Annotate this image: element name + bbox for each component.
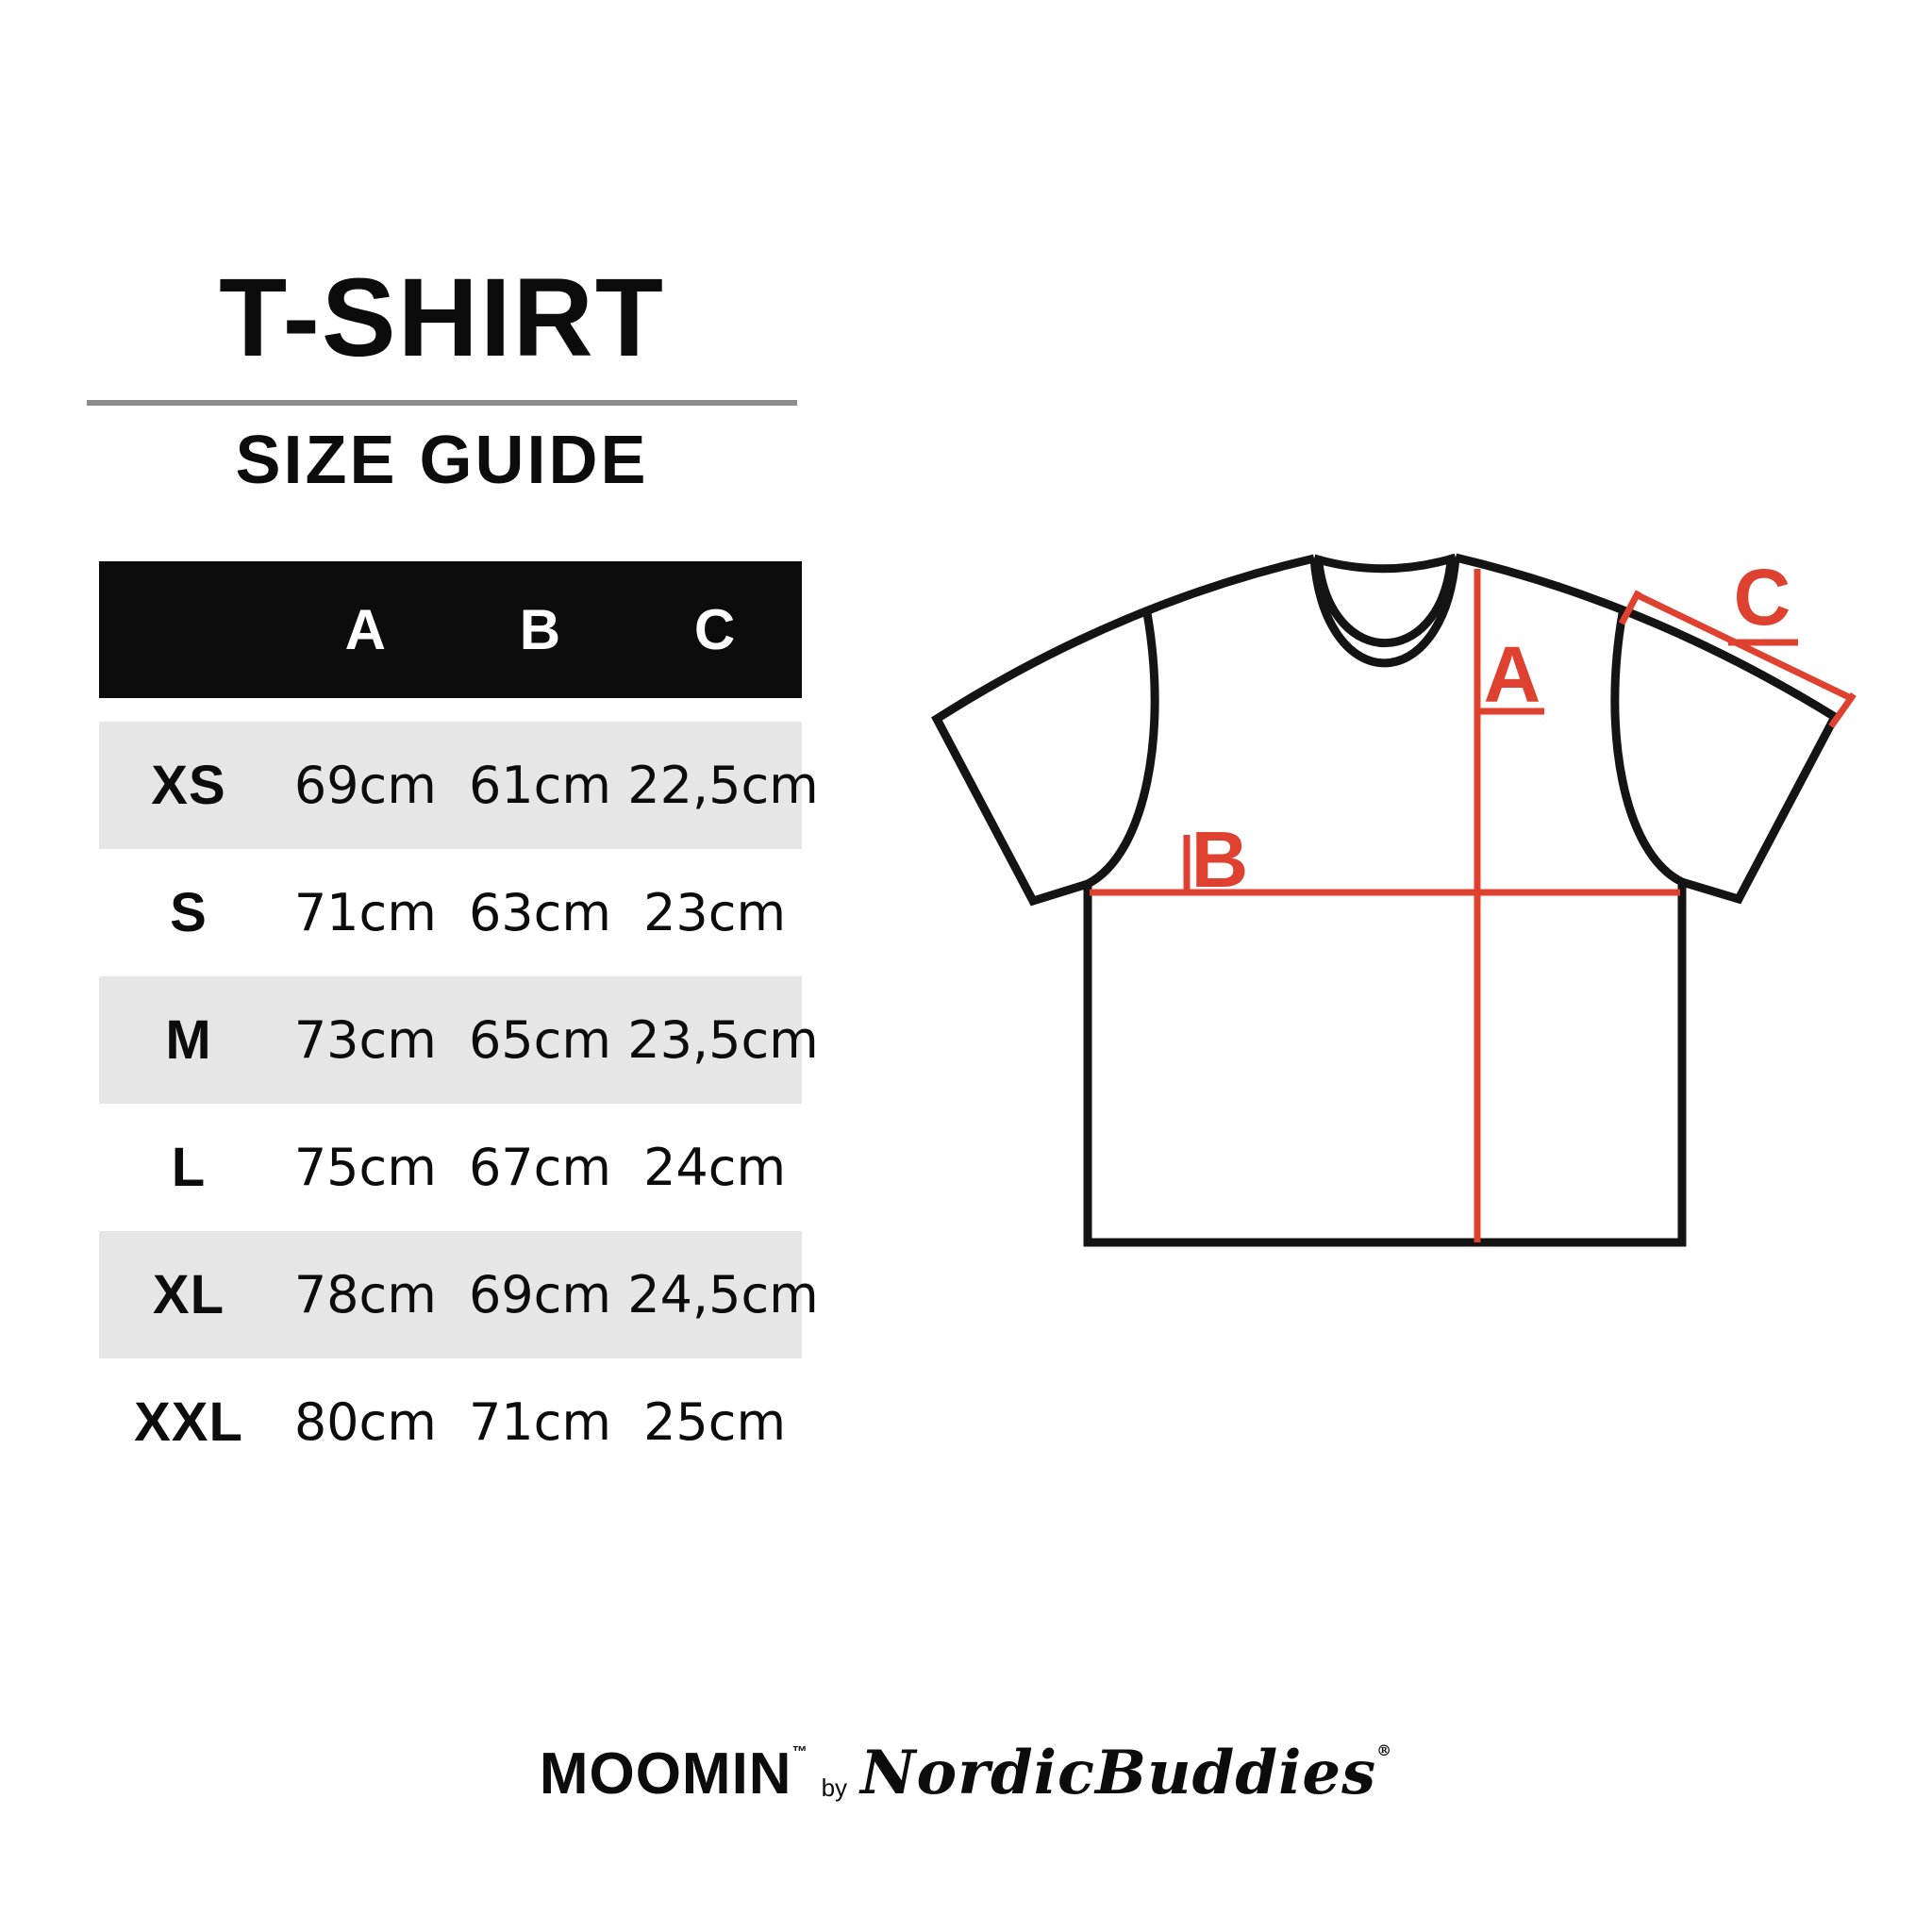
size-row-s: S 71cm 63cm 23cm — [99, 849, 802, 976]
value-a: 73cm — [293, 1010, 437, 1070]
size-label: M — [165, 1009, 212, 1071]
tshirt-measurement-diagram: A B C — [931, 553, 1857, 1247]
measure-tick-c-end — [1828, 691, 1857, 729]
value-b: 63cm — [468, 883, 611, 942]
nordicbuddies-logo: NordicBuddies® — [860, 1743, 1392, 1804]
registered-mark: ® — [1376, 1741, 1393, 1759]
size-label: L — [171, 1137, 207, 1198]
value-b: 71cm — [468, 1392, 611, 1452]
by-text: by — [821, 1774, 848, 1802]
value-b: 69cm — [468, 1265, 611, 1324]
size-row-xxl: XXL 80cm 71cm 25cm — [99, 1358, 802, 1486]
moomin-logo: MOOMIN™ — [540, 1745, 808, 1804]
title-divider — [87, 400, 797, 406]
value-c: 23cm — [643, 883, 787, 942]
size-row-l: L 75cm 67cm 24cm — [99, 1104, 802, 1231]
column-header-a: A — [344, 598, 387, 661]
measure-label-c: C — [1734, 553, 1791, 641]
value-a: 75cm — [293, 1138, 437, 1197]
value-a: 69cm — [293, 756, 437, 815]
size-label: S — [170, 882, 208, 943]
column-header-c: C — [693, 598, 736, 661]
tshirt-armhole-left — [1085, 612, 1159, 888]
size-table: A B C XS 69cm 61cm 22,5cm S 71cm 63cm 23… — [99, 561, 819, 1486]
page-title: T-SHIRT — [219, 256, 665, 380]
table-header-gap — [99, 698, 802, 722]
size-table-header: A B C — [99, 561, 802, 698]
brand-footer: MOOMIN™ by NordicBuddies® — [0, 1743, 1932, 1804]
trademark-mark: ™ — [791, 1744, 808, 1760]
measure-label-a: A — [1484, 630, 1541, 719]
tshirt-collar-outer — [1309, 557, 1460, 668]
tshirt-collar-back — [1312, 553, 1457, 574]
value-b: 67cm — [468, 1138, 611, 1197]
measure-tick-c-start — [1618, 590, 1642, 625]
tshirt-collar-inner — [1314, 561, 1456, 647]
column-header-b: B — [519, 598, 561, 661]
value-c: 23,5cm — [627, 1010, 819, 1070]
value-c: 25cm — [643, 1392, 787, 1452]
tshirt-armhole-right — [1610, 612, 1685, 887]
tshirt-outline — [931, 553, 1840, 1247]
size-label: XS — [151, 755, 226, 816]
measure-line-c — [1634, 591, 1853, 702]
size-row-m: M 73cm 65cm 23,5cm — [99, 976, 819, 1104]
value-c: 24,5cm — [627, 1265, 819, 1324]
measure-label-b: B — [1191, 815, 1249, 904]
size-label: XL — [152, 1264, 225, 1325]
value-a: 71cm — [293, 883, 437, 942]
value-b: 61cm — [468, 756, 611, 815]
value-c: 24cm — [643, 1138, 787, 1197]
size-row-xs: XS 69cm 61cm 22,5cm — [99, 722, 819, 849]
value-a: 78cm — [293, 1265, 437, 1324]
page-subtitle: SIZE GUIDE — [235, 423, 649, 498]
nordicbuddies-logo-text: NordicBuddies — [860, 1738, 1377, 1808]
size-label: XXL — [134, 1391, 243, 1453]
moomin-logo-text: MOOMIN — [539, 1741, 792, 1807]
value-b: 65cm — [468, 1010, 611, 1070]
size-row-xl: XL 78cm 69cm 24,5cm — [99, 1231, 819, 1358]
value-a: 80cm — [293, 1392, 437, 1452]
value-c: 22,5cm — [627, 756, 819, 815]
